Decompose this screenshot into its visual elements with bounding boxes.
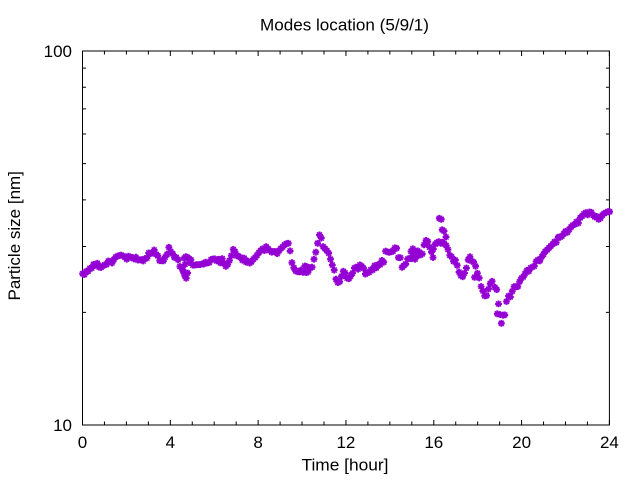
svg-text:4: 4 [166, 433, 175, 452]
svg-text:0: 0 [78, 433, 87, 452]
svg-text:Modes location (5/9/1): Modes location (5/9/1) [260, 16, 429, 35]
svg-text:12: 12 [336, 433, 355, 452]
svg-text:24: 24 [600, 433, 619, 452]
svg-text:10: 10 [53, 416, 72, 435]
svg-text:20: 20 [512, 433, 531, 452]
svg-text:Time [hour]: Time [hour] [302, 456, 389, 475]
svg-text:100: 100 [44, 42, 72, 61]
svg-text:8: 8 [253, 433, 262, 452]
svg-text:Particle size [nm]: Particle size [nm] [5, 171, 24, 300]
svg-text:16: 16 [424, 433, 443, 452]
